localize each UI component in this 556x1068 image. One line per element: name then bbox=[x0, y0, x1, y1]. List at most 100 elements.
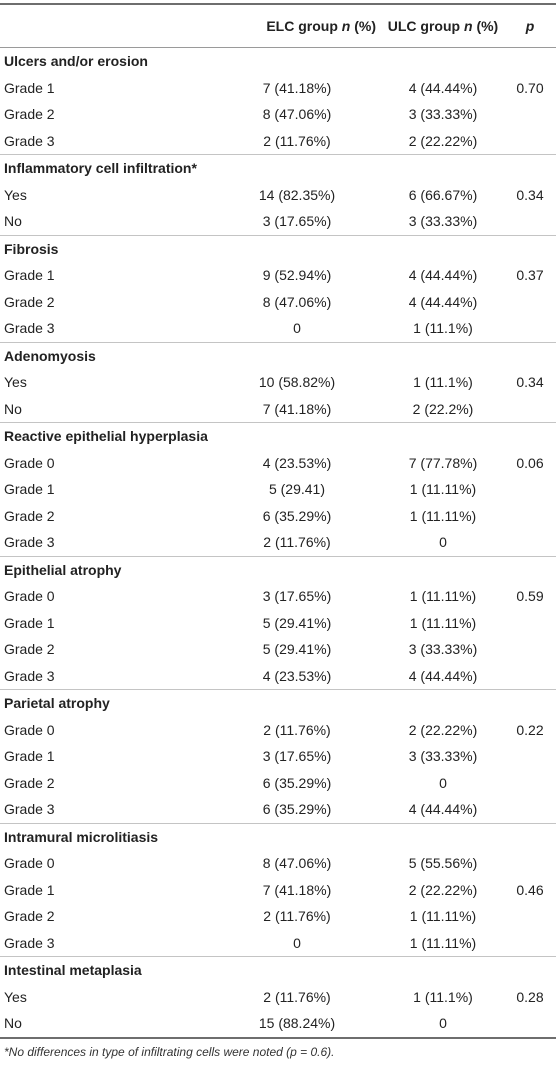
elc-value: 7 (41.18%) bbox=[262, 881, 332, 898]
table-row: Grade 0 2 (11.76%) 2 (22.22%) 0.22 bbox=[0, 717, 556, 744]
ulc-value: 1 (11.1%) bbox=[413, 374, 473, 391]
row-label: Grade 2 bbox=[4, 293, 55, 310]
elc-value: 10 (58.82%) bbox=[258, 374, 336, 391]
ulc-value: 2 (22.22%) bbox=[408, 721, 478, 738]
elc-value: 7 (41.18%) bbox=[262, 400, 332, 417]
section-header-row: Ulcers and/or erosion bbox=[0, 48, 556, 75]
table-row: Grade 1 5 (29.41%) 1 (11.11%) bbox=[0, 610, 556, 637]
table-row: No 15 (88.24%) 0 bbox=[0, 1010, 556, 1037]
section-title: Epithelial atrophy bbox=[4, 561, 122, 578]
elc-value: 2 (11.76%) bbox=[263, 988, 331, 1005]
table-row: Grade 1 9 (52.94%) 4 (44.44%) 0.37 bbox=[0, 262, 556, 289]
table-row: Yes 14 (82.35%) 6 (66.67%) 0.34 bbox=[0, 182, 556, 209]
ulc-value: 3 (33.33%) bbox=[408, 748, 478, 765]
header-ulc-group: ULC group n (%) bbox=[387, 18, 499, 34]
elc-value: 8 (47.06%) bbox=[262, 855, 332, 872]
table-row: Grade 3 4 (23.53%) 4 (44.44%) bbox=[0, 663, 556, 690]
row-label: Grade 3 bbox=[4, 132, 55, 149]
table-row: Grade 3 2 (11.76%) 2 (22.22%) bbox=[0, 128, 556, 155]
section-header-row: Inflammatory cell infiltration* bbox=[0, 154, 556, 182]
p-value: 0.46 bbox=[516, 881, 544, 898]
results-table: ELC group n (%) ULC group n (%) p Ulcers… bbox=[0, 3, 556, 1065]
table-row: Grade 0 8 (47.06%) 5 (55.56%) bbox=[0, 850, 556, 877]
section-title: Inflammatory cell infiltration* bbox=[4, 160, 197, 177]
elc-value: 15 (88.24%) bbox=[258, 1015, 336, 1032]
section-title: Fibrosis bbox=[4, 240, 59, 257]
p-value: 0.22 bbox=[516, 721, 544, 738]
elc-value: 3 (17.65%) bbox=[262, 748, 332, 765]
table-row: Grade 0 4 (23.53%) 7 (77.78%) 0.06 bbox=[0, 450, 556, 477]
row-label: Grade 0 bbox=[4, 588, 55, 605]
table-row: Grade 2 6 (35.29%) 0 bbox=[0, 770, 556, 797]
row-label: Grade 1 bbox=[4, 614, 55, 631]
row-label: Grade 1 bbox=[4, 748, 55, 765]
row-label: Grade 3 bbox=[4, 667, 55, 684]
section-title: Ulcers and/or erosion bbox=[4, 53, 148, 70]
row-label: Grade 0 bbox=[4, 454, 55, 471]
elc-value: 2 (11.76%) bbox=[263, 534, 331, 551]
table-row: Grade 2 8 (47.06%) 3 (33.33%) bbox=[0, 101, 556, 128]
row-label: No bbox=[4, 1015, 22, 1032]
elc-value: 0 bbox=[293, 934, 301, 951]
table-row: Grade 1 5 (29.41) 1 (11.11%) bbox=[0, 476, 556, 503]
ulc-value: 4 (44.44%) bbox=[408, 801, 478, 818]
table-row: Grade 3 6 (35.29%) 4 (44.44%) bbox=[0, 796, 556, 823]
elc-value: 2 (11.76%) bbox=[263, 721, 331, 738]
table-row: No 3 (17.65%) 3 (33.33%) bbox=[0, 208, 556, 235]
section-header-row: Parietal atrophy bbox=[0, 689, 556, 717]
p-value: 0.59 bbox=[516, 588, 544, 605]
row-label: Grade 1 bbox=[4, 481, 55, 498]
row-label: No bbox=[4, 400, 22, 417]
ulc-value: 0 bbox=[439, 774, 447, 791]
table-row: Grade 1 3 (17.65%) 3 (33.33%) bbox=[0, 743, 556, 770]
elc-value: 8 (47.06%) bbox=[262, 293, 332, 310]
elc-value: 4 (23.53%) bbox=[262, 667, 332, 684]
row-label: Grade 1 bbox=[4, 881, 55, 898]
row-label: Grade 2 bbox=[4, 641, 55, 658]
ulc-value: 5 (55.56%) bbox=[408, 855, 478, 872]
ulc-value: 1 (11.11%) bbox=[409, 481, 477, 498]
section-title: Adenomyosis bbox=[4, 347, 96, 364]
elc-value: 4 (23.53%) bbox=[262, 454, 332, 471]
p-value: 0.37 bbox=[516, 267, 544, 284]
header-p-value: p bbox=[525, 18, 535, 34]
row-label: Grade 2 bbox=[4, 908, 55, 925]
elc-value: 0 bbox=[293, 320, 301, 337]
ulc-value: 3 (33.33%) bbox=[408, 213, 478, 230]
row-label: Yes bbox=[4, 186, 27, 203]
ulc-value: 1 (11.11%) bbox=[409, 507, 477, 524]
table-row: Grade 3 0 1 (11.1%) bbox=[0, 315, 556, 342]
table-row: Grade 2 5 (29.41%) 3 (33.33%) bbox=[0, 636, 556, 663]
p-value: 0.34 bbox=[516, 374, 544, 391]
ulc-value: 4 (44.44%) bbox=[408, 267, 478, 284]
table-row: Grade 2 8 (47.06%) 4 (44.44%) bbox=[0, 289, 556, 316]
section-header-row: Reactive epithelial hyperplasia bbox=[0, 422, 556, 450]
ulc-value: 1 (11.11%) bbox=[409, 934, 477, 951]
row-label: Yes bbox=[4, 374, 27, 391]
section-header-row: Intramural microlitiasis bbox=[0, 822, 556, 851]
row-label: Yes bbox=[4, 988, 27, 1005]
ulc-value: 1 (11.11%) bbox=[409, 908, 477, 925]
elc-value: 5 (29.41%) bbox=[262, 641, 332, 658]
ulc-value: 2 (22.2%) bbox=[412, 400, 474, 417]
elc-value: 6 (35.29%) bbox=[262, 801, 332, 818]
table-row: Grade 2 2 (11.76%) 1 (11.11%) bbox=[0, 903, 556, 930]
header-rule bbox=[0, 47, 556, 48]
ulc-value: 4 (44.44%) bbox=[408, 79, 478, 96]
ulc-value: 0 bbox=[439, 534, 447, 551]
section-header-row: Intestinal metaplasia bbox=[0, 956, 556, 984]
ulc-value: 1 (11.11%) bbox=[409, 614, 477, 631]
row-label: Grade 0 bbox=[4, 855, 55, 872]
table-header-row: ELC group n (%) ULC group n (%) p bbox=[0, 5, 556, 47]
elc-value: 14 (82.35%) bbox=[258, 186, 336, 203]
section-title: Reactive epithelial hyperplasia bbox=[4, 428, 208, 445]
table-row: Yes 2 (11.76%) 1 (11.1%) 0.28 bbox=[0, 984, 556, 1011]
elc-value: 3 (17.65%) bbox=[262, 213, 332, 230]
ulc-value: 1 (11.11%) bbox=[409, 588, 477, 605]
p-value: 0.70 bbox=[516, 79, 544, 96]
elc-value: 6 (35.29%) bbox=[262, 507, 332, 524]
row-label: Grade 0 bbox=[4, 721, 55, 738]
section-header-row: Adenomyosis bbox=[0, 341, 556, 370]
section-header-row: Epithelial atrophy bbox=[0, 555, 556, 584]
ulc-value: 2 (22.22%) bbox=[408, 132, 478, 149]
